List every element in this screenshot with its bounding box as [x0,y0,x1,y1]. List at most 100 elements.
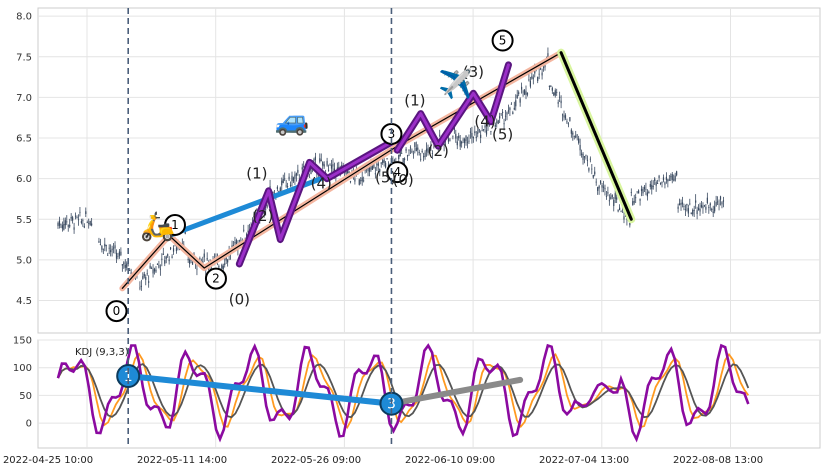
candle-body [117,256,119,257]
candle-body [411,150,413,153]
axes-layer: 4.55.05.56.06.57.07.58.00501001502022-04… [3,8,763,466]
candle-body [654,178,656,181]
candle-body [686,203,688,206]
candle-body [246,233,248,238]
wave-text-label: (2) [428,142,449,160]
candle-body [525,91,527,95]
candle-body [73,227,75,230]
candle-body [266,205,268,208]
wave-text-label: (1) [246,165,267,183]
candle-body [716,201,719,203]
candle-body [115,252,118,259]
candle-body [420,158,422,160]
candle-body [712,211,714,214]
candle-body [620,211,622,213]
price-y-tick-label: 6.0 [16,174,32,185]
candle-body [398,154,400,160]
candle-body [386,158,388,159]
candle-body [326,160,328,166]
candle-body [64,220,66,226]
candle-body [112,247,115,249]
candle-body [502,111,504,114]
wave-text-label: (0) [393,171,414,189]
candle-body [140,285,142,287]
candle-body [98,241,100,243]
candle-body [657,183,659,184]
candle-body [632,201,634,206]
candle-body [490,131,492,132]
price-panel-frame [37,7,821,334]
wave-circle-marker [204,267,227,290]
candle-body [466,141,469,143]
kdj-series-J [56,343,750,443]
candle-body [159,268,161,270]
candle-body [572,132,574,135]
candle-body [560,100,562,104]
candle-body [189,259,191,264]
candle-body [579,144,581,151]
candle-body [409,147,412,149]
candle-body [330,165,333,169]
candle-body [540,68,542,70]
candle-body [282,179,284,183]
candle-body [295,173,297,176]
candle-body [199,258,201,259]
candle-body [601,184,603,188]
candle-body [99,244,102,245]
candle-body [564,115,567,119]
candle-body [542,67,545,69]
candle-body [575,135,577,138]
candle-body [681,202,684,205]
candle-body [610,196,612,200]
candle-body [544,65,546,68]
candle-body [510,103,512,105]
candle-body [640,188,643,191]
candle-body [225,257,227,261]
candle-body [699,208,701,212]
candle-body [70,216,72,219]
price-y-tick-label: 8.0 [16,12,32,23]
candle-body [57,223,59,226]
candle-body [206,258,208,260]
candle-body [63,223,65,230]
candle-body [367,166,369,172]
candle-body [399,150,401,157]
candle-body [696,210,698,215]
candle-body [162,253,164,255]
candle-body [361,177,363,182]
kdj-series-K [57,352,750,430]
candle-body [668,179,670,181]
candle-body [504,115,507,117]
candle-body [184,231,186,234]
candle-body [692,209,694,215]
candle-body [494,124,496,127]
candle-body [167,254,169,256]
candle-body [455,133,457,139]
price-y-tick-label: 4.5 [16,296,32,307]
candle-body [371,166,374,170]
candle-body [655,182,657,186]
candle-body [718,203,720,205]
candle-body [327,169,330,171]
candle-body [158,264,160,268]
candle-body [496,121,498,123]
candle-body [414,142,416,147]
candle-body [289,184,292,187]
candle-body [428,149,431,153]
candle-body [146,273,148,275]
candle-body [705,206,707,210]
candle-body [61,225,63,229]
candle-body [373,163,375,169]
candle-body [684,209,687,211]
kdj-title: KDJ (9,3,3) [75,347,129,358]
candle-body [91,223,93,226]
candle-body [566,121,568,123]
candle-body [123,262,125,265]
candle-body [376,164,378,166]
x-tick-label: 2022-05-26 09:00 [271,455,361,466]
candle-body [329,164,331,166]
candle-body [458,135,460,139]
candle-body [573,135,575,137]
candle-body [313,159,315,162]
candle-body [303,166,305,167]
